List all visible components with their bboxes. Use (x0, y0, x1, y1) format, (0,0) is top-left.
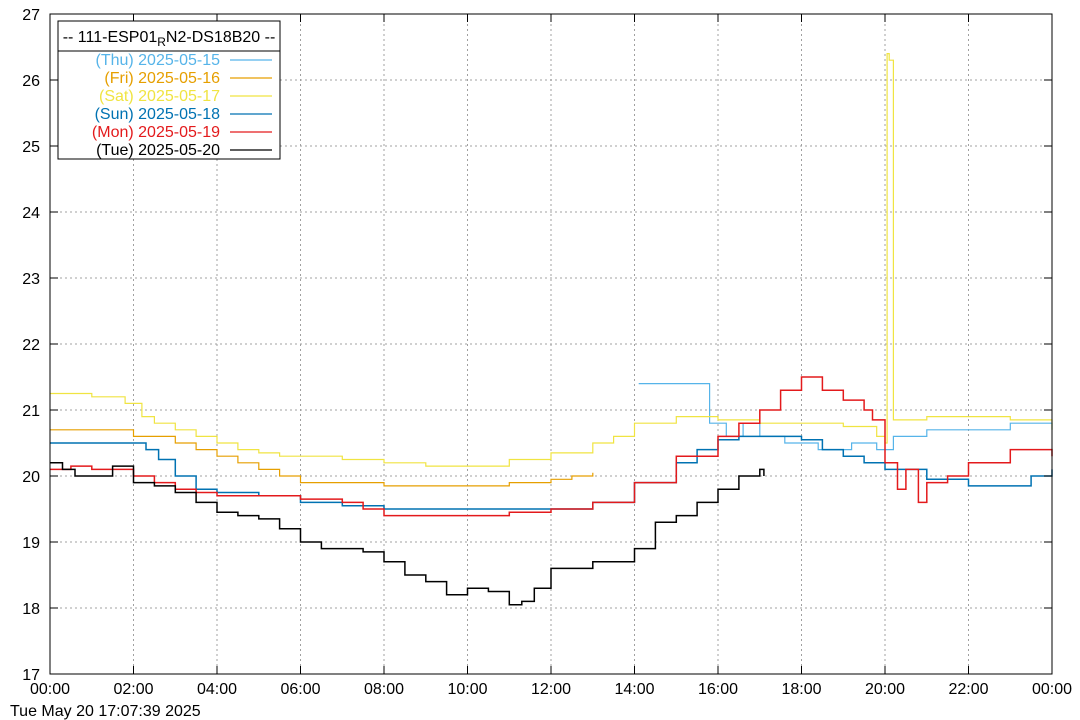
y-tick-label: 23 (22, 271, 40, 288)
legend-entry-2: (Fri) 2025-05-16 (104, 70, 220, 87)
x-tick-label: 12:00 (531, 681, 571, 698)
legend-entry-4: (Sun) 2025-05-18 (95, 106, 221, 123)
y-tick-label: 19 (22, 535, 40, 552)
y-tick-label: 25 (22, 139, 40, 156)
legend-title: -- 111-ESP01RN2-DS18B20 -- (63, 29, 276, 49)
x-tick-label: 06:00 (280, 681, 320, 698)
x-tick-label: 08:00 (364, 681, 404, 698)
y-tick-label: 26 (22, 73, 40, 90)
x-tick-label: 00:00 (30, 681, 70, 698)
x-tick-label: 16:00 (698, 681, 738, 698)
x-tick-label: 04:00 (197, 681, 237, 698)
x-tick-label: 10:00 (447, 681, 487, 698)
y-tick-label: 24 (22, 205, 40, 222)
legend-entry-3: (Sat) 2025-05-17 (99, 88, 220, 105)
x-tick-label: 00:00 (1032, 681, 1072, 698)
series-line-2 (50, 429, 594, 487)
timestamp-label: Tue May 20 17:07:39 2025 (10, 703, 201, 720)
y-tick-label: 22 (22, 337, 40, 354)
x-tick-label: 18:00 (781, 681, 821, 698)
y-tick-label: 20 (22, 469, 40, 486)
y-tick-label: 27 (22, 7, 40, 24)
x-tick-label: 20:00 (865, 681, 905, 698)
grid (50, 14, 1052, 674)
x-tick-label: 22:00 (948, 681, 988, 698)
series-line-3 (50, 53, 1053, 467)
y-tick-label: 21 (22, 403, 40, 420)
series-line-6 (50, 462, 765, 606)
y-tick-label: 18 (22, 601, 40, 618)
series-line-4 (50, 435, 1053, 510)
legend-entry-6: (Tue) 2025-05-20 (96, 142, 220, 159)
legend: -- 111-ESP01RN2-DS18B20 -- (Thu) 2025-05-… (57, 20, 281, 160)
legend-entry-1: (Thu) 2025-05-15 (95, 52, 220, 69)
axis-ticks: 00:00 02:00 04:00 06:00 08:00 10:00 12:00 14:00… (22, 7, 1072, 698)
series-line-5 (50, 376, 1053, 517)
series-line-1 (638, 383, 1053, 451)
x-tick-label: 14:00 (614, 681, 654, 698)
legend-box (57, 20, 281, 160)
y-tick-label: 17 (22, 667, 40, 684)
legend-entry-5: (Mon) 2025-05-19 (92, 124, 220, 141)
plot-series (50, 53, 1053, 606)
x-tick-label: 02:00 (113, 681, 153, 698)
